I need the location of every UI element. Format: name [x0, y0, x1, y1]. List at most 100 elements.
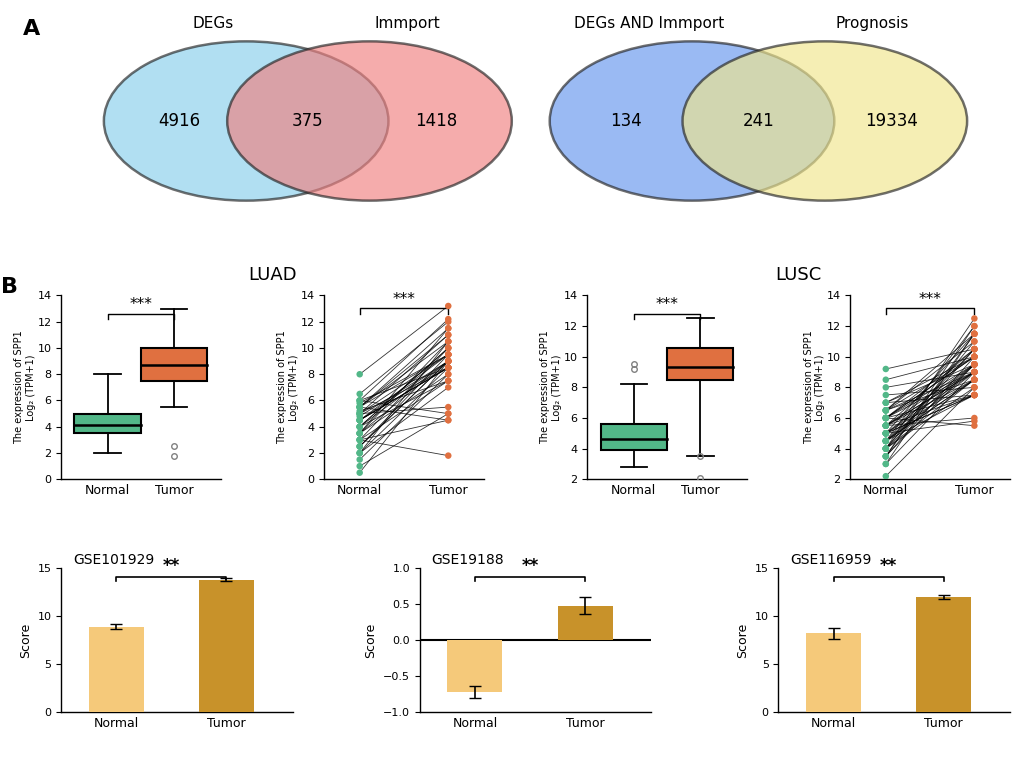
Point — [876, 443, 893, 455]
Point — [439, 322, 455, 335]
Point — [352, 408, 368, 420]
Point — [352, 414, 368, 427]
Point — [965, 374, 981, 386]
Point — [965, 389, 981, 401]
Point — [876, 404, 893, 417]
Point — [876, 420, 893, 432]
Point — [439, 336, 455, 348]
Point — [439, 362, 455, 374]
Bar — [74, 414, 141, 434]
Point — [352, 414, 368, 427]
Point — [439, 329, 455, 341]
Point — [876, 427, 893, 440]
Point — [876, 412, 893, 424]
Point — [876, 443, 893, 455]
Point — [876, 420, 893, 432]
Ellipse shape — [227, 41, 512, 201]
Point — [876, 420, 893, 432]
Point — [352, 394, 368, 407]
Text: LUAD: LUAD — [248, 266, 297, 284]
Point — [352, 408, 368, 420]
Point — [876, 420, 893, 432]
Point — [965, 343, 981, 355]
Point — [876, 404, 893, 417]
Point — [439, 362, 455, 374]
Point — [439, 300, 455, 312]
Point — [876, 389, 893, 401]
Point — [352, 394, 368, 407]
Text: B: B — [1, 277, 17, 297]
Point — [352, 434, 368, 446]
Point — [352, 394, 368, 407]
Point — [439, 342, 455, 354]
Point — [439, 313, 455, 326]
Point — [352, 434, 368, 446]
Text: Prognosis: Prognosis — [835, 16, 908, 31]
Point — [965, 374, 981, 386]
Point — [439, 375, 455, 387]
Point — [965, 328, 981, 340]
Bar — [557, 606, 612, 640]
Point — [352, 421, 368, 433]
Point — [876, 374, 893, 386]
Point — [439, 355, 455, 367]
Point — [876, 412, 893, 424]
Point — [965, 358, 981, 371]
Point — [965, 389, 981, 401]
Point — [439, 408, 455, 420]
Point — [965, 358, 981, 371]
Point — [439, 362, 455, 374]
Point — [352, 410, 368, 422]
Text: A: A — [23, 19, 41, 39]
Ellipse shape — [549, 41, 834, 201]
Point — [439, 322, 455, 335]
Point — [965, 351, 981, 363]
Point — [965, 381, 981, 394]
Point — [876, 443, 893, 455]
Point — [965, 374, 981, 386]
Point — [352, 401, 368, 413]
Point — [352, 401, 368, 413]
Point — [876, 435, 893, 447]
Bar — [89, 627, 144, 712]
Point — [439, 375, 455, 387]
Point — [876, 412, 893, 424]
Bar — [915, 597, 970, 712]
Point — [876, 427, 893, 440]
Point — [965, 351, 981, 363]
Point — [876, 427, 893, 440]
Point — [352, 447, 368, 459]
Point — [876, 404, 893, 417]
Point — [876, 427, 893, 440]
Point — [352, 401, 368, 413]
Point — [352, 368, 368, 381]
Point — [876, 450, 893, 463]
Point — [876, 363, 893, 375]
Point — [876, 450, 893, 463]
Point — [439, 349, 455, 361]
Y-axis label: The expression of SPP1
Log₂ (TPM+1): The expression of SPP1 Log₂ (TPM+1) — [803, 330, 824, 444]
Text: GSE116959: GSE116959 — [790, 553, 870, 567]
Point — [439, 355, 455, 367]
Text: **: ** — [879, 557, 897, 575]
Point — [352, 427, 368, 440]
Text: LUSC: LUSC — [774, 266, 821, 284]
Point — [439, 355, 455, 367]
Point — [439, 362, 455, 374]
Point — [439, 329, 455, 341]
Point — [352, 421, 368, 433]
Point — [876, 420, 893, 432]
Point — [965, 328, 981, 340]
Ellipse shape — [104, 41, 388, 201]
Y-axis label: Score: Score — [736, 623, 748, 658]
Bar — [199, 580, 254, 712]
Point — [439, 355, 455, 367]
Point — [965, 366, 981, 378]
Point — [876, 443, 893, 455]
Point — [352, 427, 368, 440]
Point — [876, 450, 893, 463]
Bar — [141, 348, 207, 381]
Bar — [805, 633, 860, 712]
Point — [876, 435, 893, 447]
Point — [876, 412, 893, 424]
